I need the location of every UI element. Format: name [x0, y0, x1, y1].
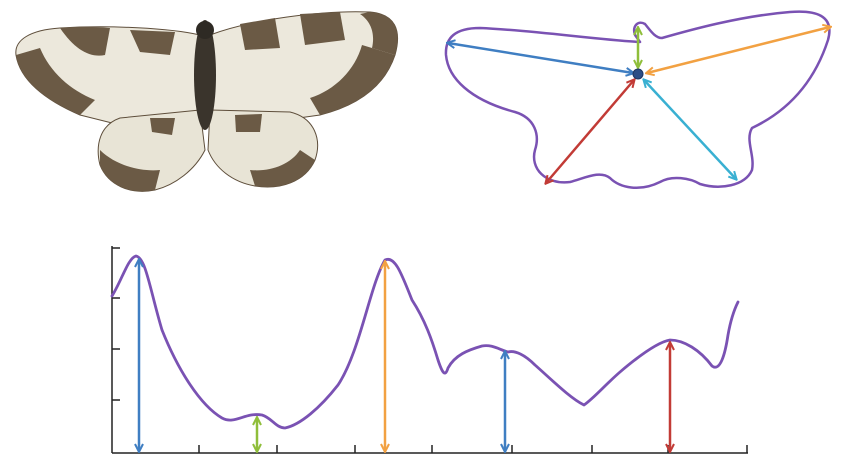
radius-arrow-right-hindwing [644, 80, 736, 179]
moth-head [196, 21, 214, 39]
centroid-dot [632, 68, 644, 80]
profile-arrows [139, 260, 670, 451]
radial-distance-profile [110, 246, 748, 454]
radius-arrow-right-forewing [647, 27, 830, 73]
moth-photo [15, 11, 399, 192]
radius-arrow-left-hindwing [546, 80, 634, 183]
profile-curve [110, 254, 740, 430]
profile-axes [111, 246, 748, 454]
radial-arrows [448, 27, 830, 183]
wing-outline-diagram [444, 10, 830, 190]
moth-wing-patches [16, 12, 398, 192]
x-ticks [198, 445, 748, 453]
moth-body [194, 20, 216, 130]
y-ticks [112, 247, 120, 401]
radius-arrow-left-forewing [448, 43, 633, 73]
